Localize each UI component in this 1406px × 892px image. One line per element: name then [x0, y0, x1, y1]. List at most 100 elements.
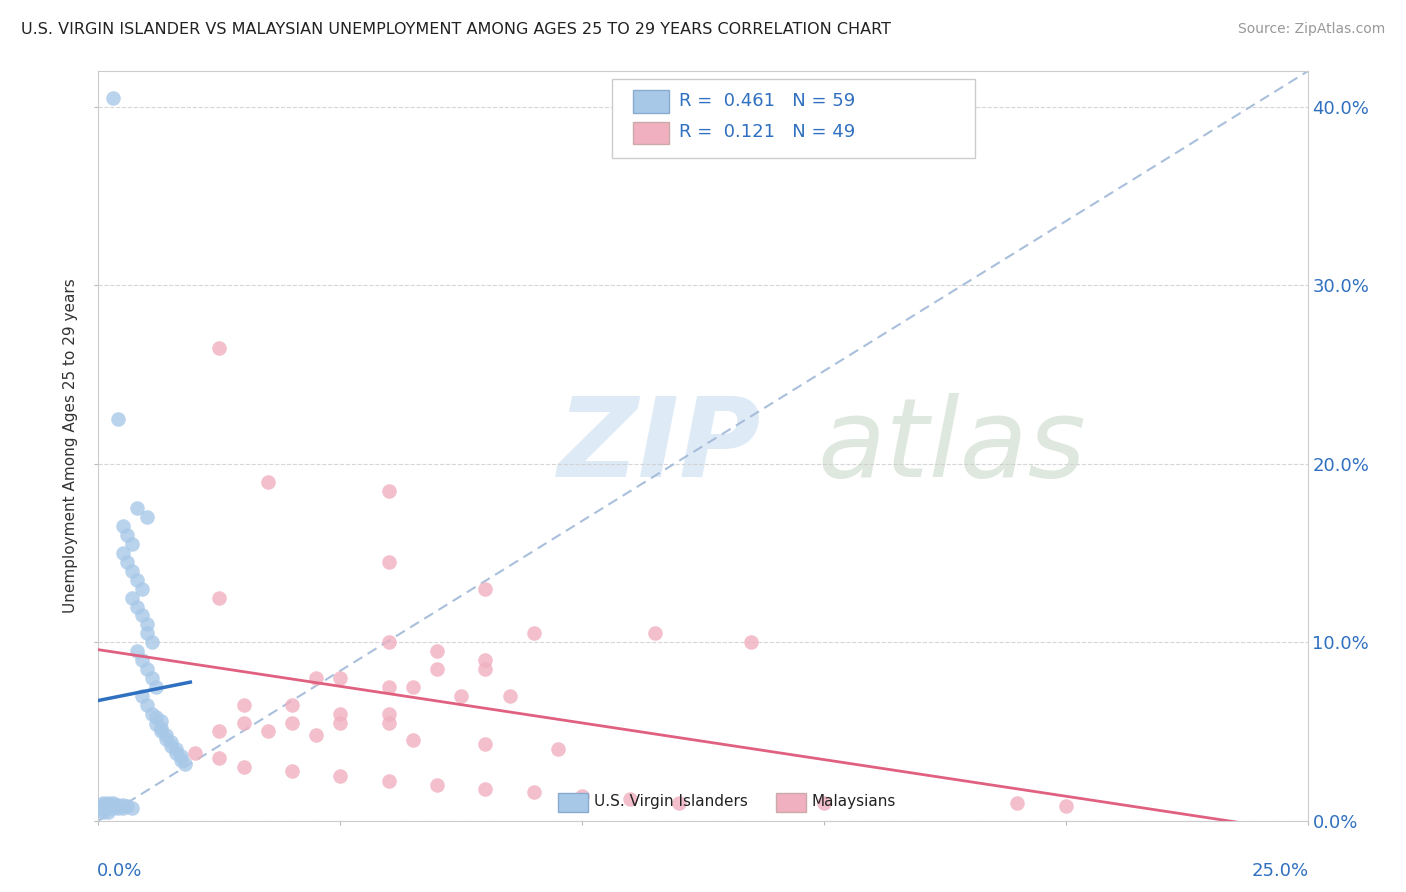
Point	[111, 797, 134, 812]
Point	[377, 774, 399, 789]
Point	[208, 591, 231, 605]
Point	[155, 731, 177, 746]
Point	[150, 714, 173, 728]
Point	[135, 626, 157, 640]
Point	[377, 706, 399, 721]
Point	[450, 689, 472, 703]
Point	[474, 737, 496, 751]
Point	[523, 626, 546, 640]
Point	[111, 801, 134, 815]
Point	[329, 769, 352, 783]
Point	[101, 91, 124, 105]
Point	[101, 796, 124, 810]
Point	[141, 671, 163, 685]
Point	[165, 742, 187, 756]
Point	[141, 635, 163, 649]
FancyBboxPatch shape	[633, 121, 669, 144]
Point	[256, 724, 278, 739]
Point	[377, 483, 399, 498]
Point	[135, 617, 157, 632]
Point	[474, 781, 496, 796]
Point	[91, 803, 114, 817]
Point	[127, 644, 149, 658]
Point	[498, 689, 520, 703]
Point	[117, 799, 139, 814]
FancyBboxPatch shape	[776, 793, 806, 812]
Point	[121, 537, 143, 551]
Point	[329, 671, 352, 685]
Point	[107, 797, 129, 812]
Point	[740, 635, 762, 649]
Point	[97, 801, 120, 815]
Point	[135, 662, 157, 676]
FancyBboxPatch shape	[633, 90, 669, 112]
Point	[281, 715, 304, 730]
Point	[97, 797, 120, 812]
Point	[150, 724, 173, 739]
Point	[91, 797, 114, 812]
Point	[208, 341, 231, 355]
Point	[184, 746, 207, 760]
Point	[377, 680, 399, 694]
Point	[402, 680, 425, 694]
Text: Source: ZipAtlas.com: Source: ZipAtlas.com	[1237, 22, 1385, 37]
Point	[547, 742, 569, 756]
Point	[127, 573, 149, 587]
Point	[402, 733, 425, 747]
Point	[169, 753, 191, 767]
Point	[160, 739, 183, 753]
Point	[127, 501, 149, 516]
Y-axis label: Unemployment Among Ages 25 to 29 years: Unemployment Among Ages 25 to 29 years	[63, 278, 79, 614]
Point	[169, 749, 191, 764]
Point	[97, 799, 120, 814]
Point	[426, 778, 449, 792]
Point	[127, 599, 149, 614]
Point	[97, 796, 120, 810]
Point	[165, 746, 187, 760]
Point	[111, 546, 134, 560]
Point	[174, 756, 197, 771]
Point	[426, 662, 449, 676]
Point	[131, 653, 153, 667]
Point	[150, 721, 173, 735]
Text: R =  0.461   N = 59: R = 0.461 N = 59	[679, 92, 855, 110]
Point	[1007, 796, 1029, 810]
Point	[107, 412, 129, 426]
Point	[121, 801, 143, 815]
Text: ZIP: ZIP	[558, 392, 762, 500]
Point	[1054, 799, 1077, 814]
Point	[101, 797, 124, 812]
Point	[145, 710, 167, 724]
Point	[305, 728, 328, 742]
Point	[117, 528, 139, 542]
Point	[117, 555, 139, 569]
Point	[131, 582, 153, 596]
Point	[668, 796, 690, 810]
Point	[155, 728, 177, 742]
Point	[145, 717, 167, 731]
FancyBboxPatch shape	[558, 793, 588, 812]
Point	[281, 698, 304, 712]
Point	[232, 760, 254, 774]
Point	[208, 724, 231, 739]
Text: R =  0.121   N = 49: R = 0.121 N = 49	[679, 123, 855, 141]
Point	[232, 715, 254, 730]
Point	[135, 698, 157, 712]
Point	[329, 715, 352, 730]
Point	[377, 635, 399, 649]
Point	[426, 644, 449, 658]
Text: U.S. Virgin Islanders: U.S. Virgin Islanders	[595, 795, 748, 809]
Point	[111, 519, 134, 533]
Point	[644, 626, 666, 640]
Point	[256, 475, 278, 489]
Point	[160, 735, 183, 749]
Point	[329, 706, 352, 721]
Point	[474, 582, 496, 596]
Text: 0.0%: 0.0%	[97, 862, 142, 880]
Point	[101, 801, 124, 815]
Point	[131, 689, 153, 703]
Point	[474, 662, 496, 676]
Point	[135, 510, 157, 524]
Text: Malaysians: Malaysians	[811, 795, 896, 809]
Point	[97, 805, 120, 819]
